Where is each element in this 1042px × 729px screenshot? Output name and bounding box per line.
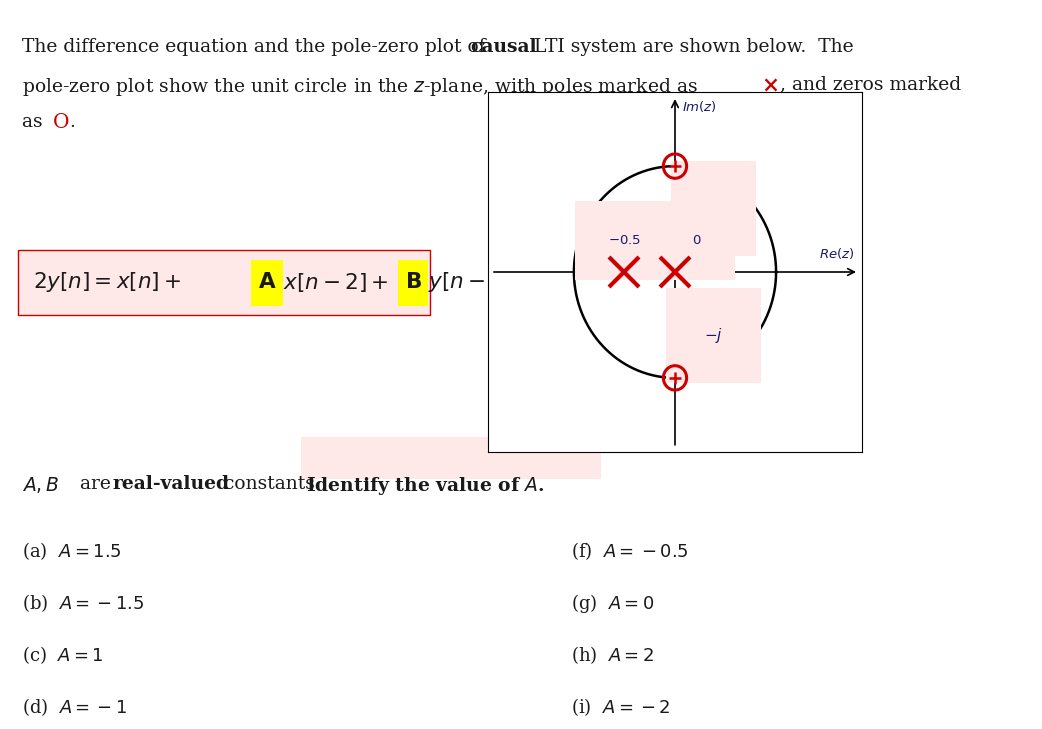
Text: causal: causal [470, 38, 537, 56]
Text: $\mathbf{A}$: $\mathbf{A}$ [257, 271, 276, 294]
Text: (d)  $A = -1$: (d) $A = -1$ [22, 696, 127, 718]
Text: pole-zero plot show the unit circle in the $z$-plane, with poles marked as: pole-zero plot show the unit circle in t… [22, 76, 699, 98]
Text: $2y[n] = x[n] + $: $2y[n] = x[n] + $ [33, 270, 181, 295]
Text: The difference equation and the pole-zero plot of: The difference equation and the pole-zer… [22, 38, 492, 56]
Text: $j$: $j$ [710, 199, 717, 218]
Text: Identify the value of $A$.: Identify the value of $A$. [306, 475, 545, 497]
Bar [251, 260, 283, 305]
Text: $y[n-1]$: $y[n-1]$ [428, 270, 512, 295]
Text: (a)  $A = 1.5$: (a) $A = 1.5$ [22, 540, 122, 562]
Text: $-0.5$: $-0.5$ [607, 234, 641, 246]
Text: (c)  $A = 1$: (c) $A = 1$ [22, 644, 104, 666]
Text: $-j$: $-j$ [704, 326, 723, 345]
Text: O: O [52, 113, 69, 132]
Text: LTI system are shown below.  The: LTI system are shown below. The [527, 38, 853, 56]
Text: (g)  $A = 0$: (g) $A = 0$ [571, 592, 654, 615]
Text: $x[n-2] + $: $x[n-2] + $ [283, 271, 389, 294]
Text: , and zeros marked: , and zeros marked [780, 76, 961, 93]
Text: constants.: constants. [218, 475, 321, 493]
Text: $A, B$: $A, B$ [22, 475, 59, 495]
Bar [398, 260, 428, 305]
Text: are: are [74, 475, 117, 493]
Text: $Re(z)$: $Re(z)$ [819, 246, 854, 262]
Text: $0$: $0$ [693, 234, 702, 246]
Text: (h)  $A = 2$: (h) $A = 2$ [571, 644, 654, 666]
Text: ×: × [762, 76, 779, 98]
Bar [18, 250, 430, 315]
Text: as: as [22, 113, 49, 131]
Text: $\mathbf{B}$: $\mathbf{B}$ [404, 271, 421, 294]
Text: .: . [69, 113, 75, 131]
Text: (f)  $A = -0.5$: (f) $A = -0.5$ [571, 540, 689, 562]
Bar [301, 437, 601, 479]
Text: (i)  $A = -2$: (i) $A = -2$ [571, 696, 670, 718]
Text: $Im(z)$: $Im(z)$ [683, 99, 717, 114]
Text: real-valued: real-valued [113, 475, 230, 493]
Text: (b)  $A = -1.5$: (b) $A = -1.5$ [22, 592, 145, 614]
